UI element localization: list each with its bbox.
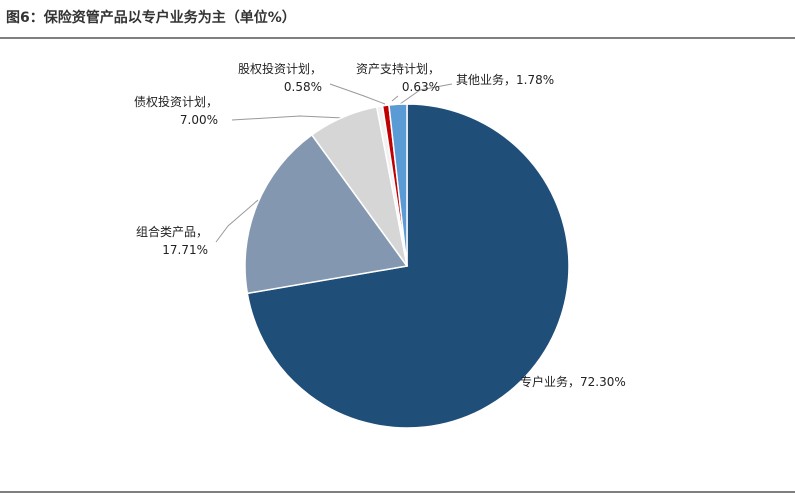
data-label: 0.63%: [402, 80, 440, 94]
data-label: 17.71%: [162, 243, 208, 257]
pie-slice: [388, 103, 408, 267]
leader-line: [231, 115, 345, 121]
chart-title: 图6：保险资管产品以专户业务为主（单位%）: [6, 9, 296, 26]
data-label: 股权投资计划，: [238, 61, 322, 76]
data-label: 债权投资计划，: [134, 94, 218, 109]
leader-line: [391, 95, 399, 102]
pie-slice: [246, 103, 570, 429]
data-label: 专户业务，72.30%: [520, 374, 626, 389]
pie-slice: [244, 133, 409, 295]
data-label: 资产支持计划，: [356, 61, 440, 76]
leader-line: [399, 83, 453, 105]
data-label: 0.58%: [284, 80, 322, 94]
data-label: 其他业务，1.78%: [456, 72, 554, 87]
data-label: 7.00%: [180, 113, 218, 127]
leader-line: [215, 199, 259, 243]
data-label: 组合类产品，: [136, 224, 208, 239]
leader-lines: [215, 83, 453, 243]
leader-line: [329, 83, 386, 105]
